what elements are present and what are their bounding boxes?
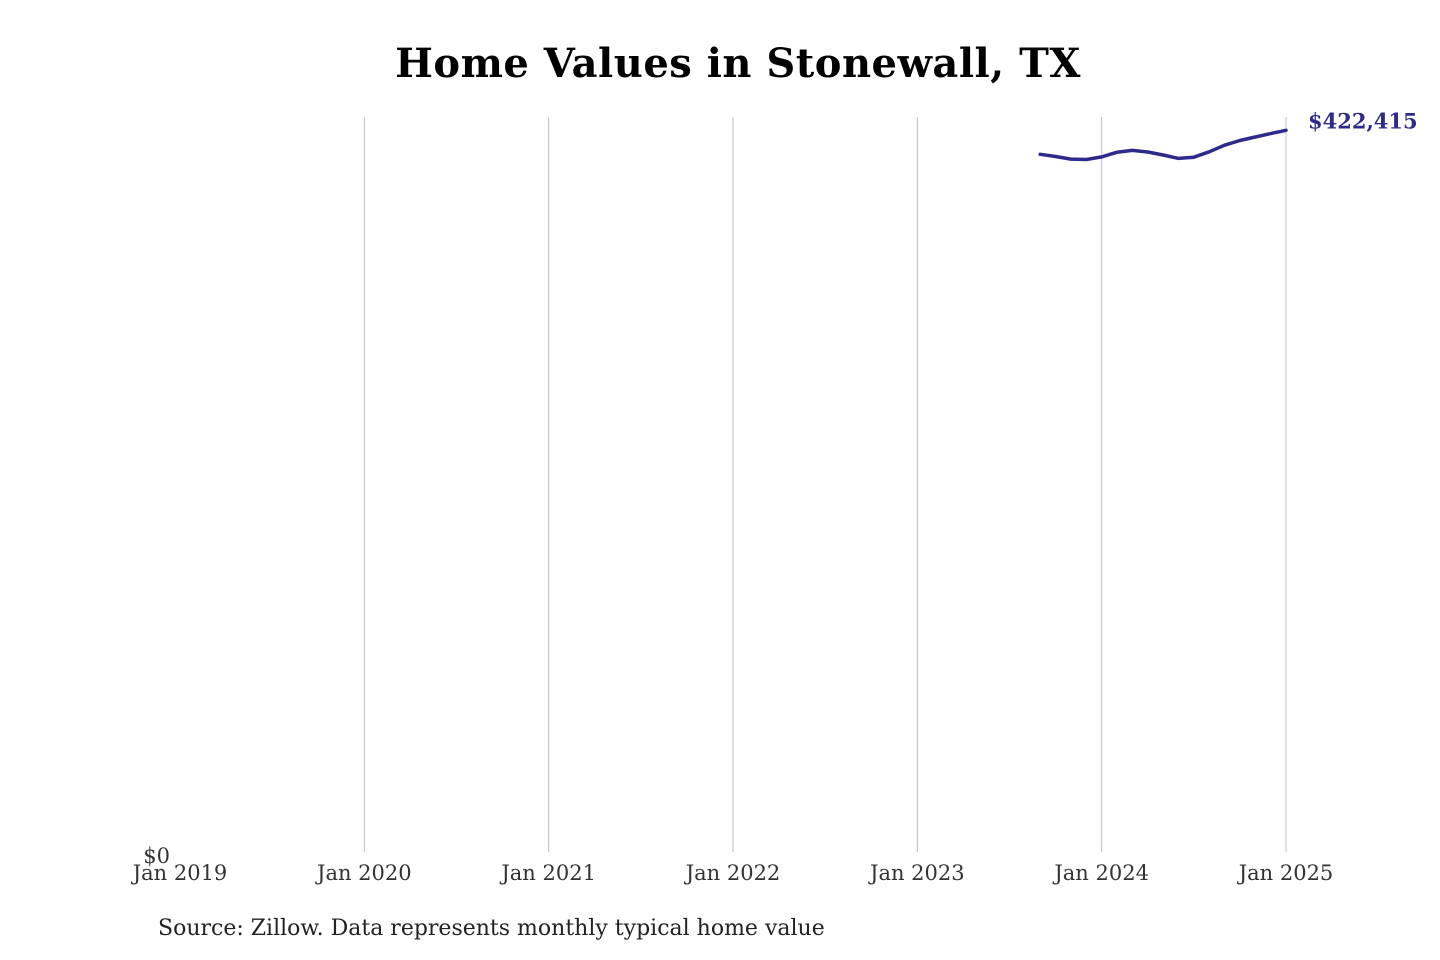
chart-title: Home Values in Stonewall, TX: [395, 40, 1081, 87]
series-line: [1038, 128, 1288, 162]
gridlines: [363, 117, 1287, 852]
x-tick-label: Jan 2020: [315, 861, 412, 885]
source-note: Source: Zillow. Data represents monthly …: [158, 916, 825, 941]
x-axis-ticks: Jan 2019 Jan 2020 Jan 2021 Jan 2022 Jan 2023…: [131, 861, 1334, 885]
series-layer: $422,415: [1038, 108, 1418, 162]
y-tick-label: $0: [143, 844, 170, 868]
x-tick-label: Jan 2024: [1052, 861, 1149, 885]
x-tick-label: Jan 2022: [684, 861, 781, 885]
end-value-label: $422,415: [1308, 108, 1418, 133]
x-tick-label: Jan 2021: [499, 861, 596, 885]
x-tick-label: Jan 2025: [1237, 861, 1334, 885]
y-axis-ticks: $0: [143, 844, 170, 868]
x-tick-label: Jan 2019: [131, 861, 228, 885]
x-tick-label: Jan 2023: [868, 861, 965, 885]
